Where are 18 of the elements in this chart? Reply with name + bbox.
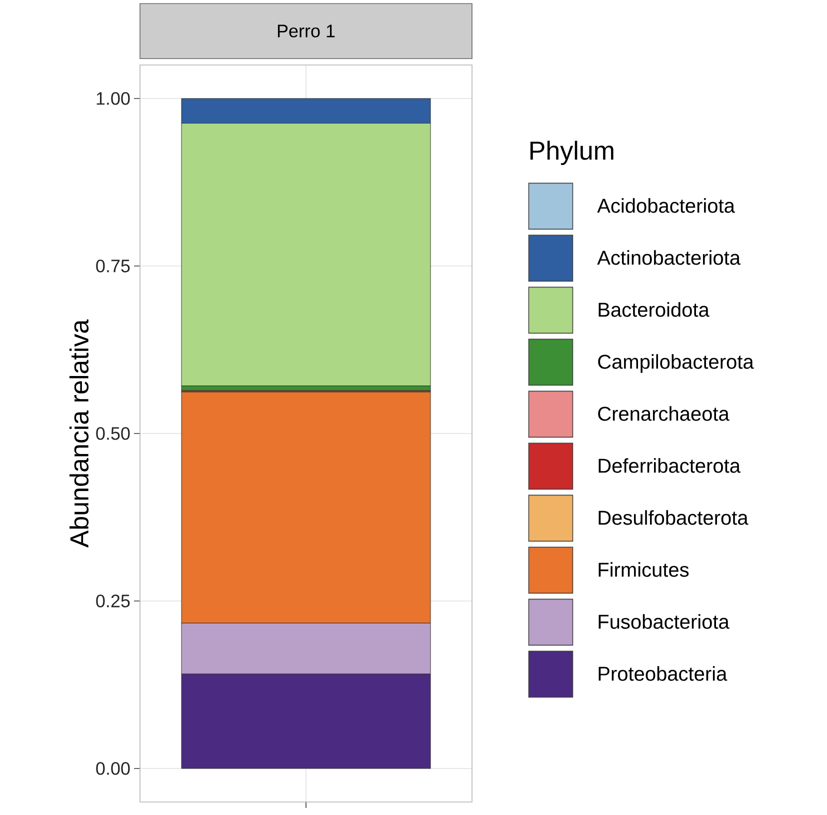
y-tick-label: 0.75 — [96, 260, 130, 272]
legend-label: Desulfobacterota — [598, 510, 748, 525]
legend-label: Fusobacteriota — [598, 614, 730, 629]
legend-label: Campilobacterota — [598, 354, 754, 373]
y-tick-label: 0.25 — [96, 594, 130, 608]
legend-label: Firmicutes — [598, 562, 689, 577]
legend-label: Proteobacteria — [598, 666, 728, 681]
y-tick-label: 0.50 — [96, 427, 130, 440]
legend-label: Acidobacteriota — [597, 198, 735, 213]
legend-label: Actinobacteriota — [597, 250, 741, 265]
y-axis-title: Abundancia relativa — [69, 319, 89, 548]
chart-title: Perro 1 — [278, 24, 335, 38]
legend-title: Phylum — [530, 140, 614, 166]
legend-label: Bacteroidota — [598, 302, 710, 317]
legend-label: Deferribacterota — [598, 458, 740, 473]
legend-label: Crenarchaeota — [598, 406, 730, 421]
y-tick-label: 1.00 — [96, 92, 130, 105]
y-tick-label: 0.00 — [96, 762, 130, 775]
